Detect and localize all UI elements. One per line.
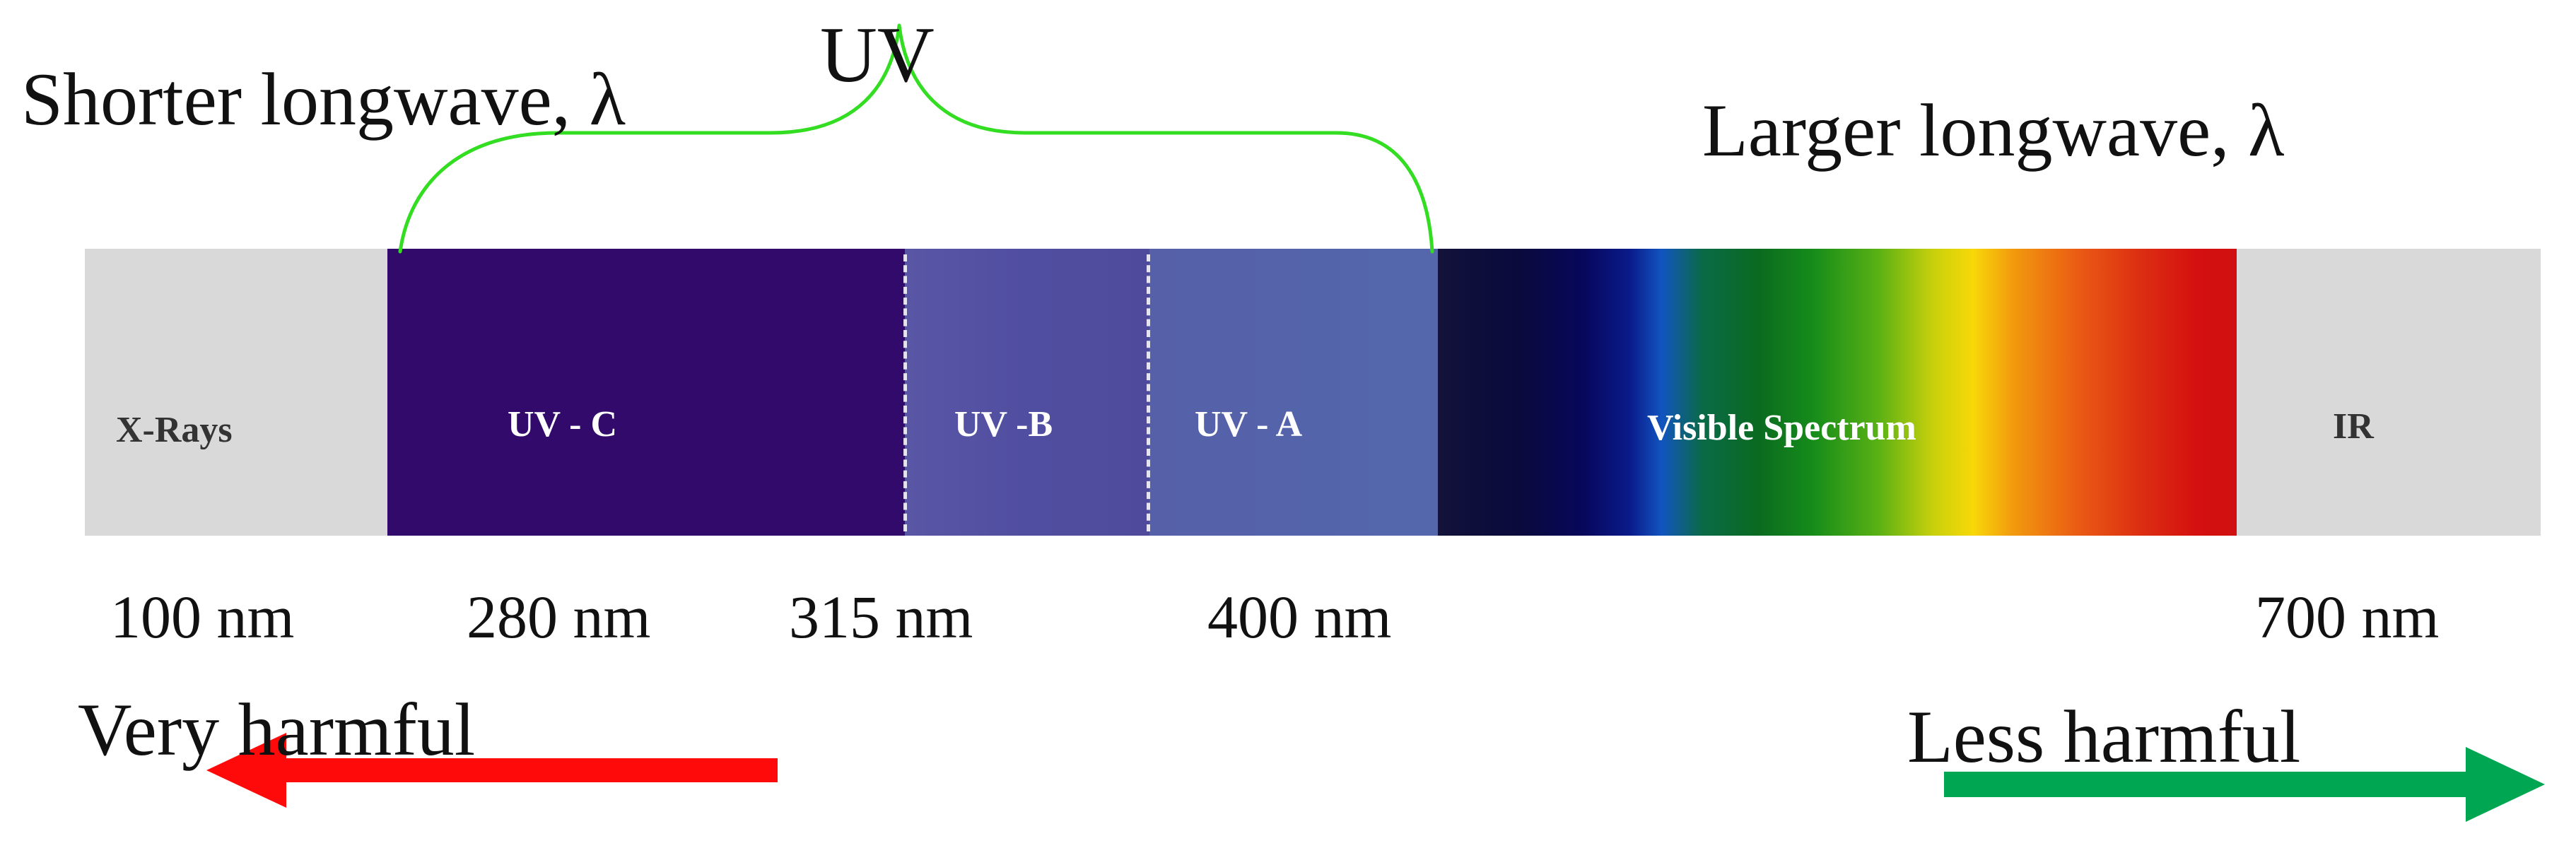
uva-segment — [1149, 249, 1438, 536]
ir-label: IR — [2333, 406, 2374, 447]
xray-label: X-Rays — [116, 410, 233, 450]
uvc-label: UV - C — [508, 404, 618, 444]
visible-spectrum-segment — [1438, 249, 2237, 536]
wavelength-100nm: 100 nm — [110, 583, 295, 651]
wavelength-280nm: 280 nm — [467, 583, 651, 651]
uv-brace-icon — [398, 23, 1434, 254]
wavelength-700nm: 700 nm — [2255, 583, 2440, 651]
xray-segment — [85, 249, 387, 536]
uvb-label: UV -B — [954, 404, 1053, 444]
wavelength-315nm: 315 nm — [789, 583, 973, 651]
very-harmful-label: Very harmful — [78, 688, 476, 771]
uva-label: UV - A — [1195, 404, 1303, 444]
shorter-longwave-caption: Shorter longwave, λ — [21, 58, 626, 141]
ir-segment — [2237, 249, 2541, 536]
uvc-uvb-divider — [903, 254, 907, 531]
uvb-segment — [905, 249, 1149, 536]
very-harmful-arrow-icon — [206, 733, 778, 808]
uvc-segment — [387, 249, 905, 536]
less-harmful-label: Less harmful — [1907, 695, 2301, 778]
less-harmful-arrow-icon — [1944, 747, 2545, 822]
uvb-uva-divider — [1147, 254, 1150, 531]
uv-title: UV — [820, 11, 935, 99]
wavelength-400nm: 400 nm — [1207, 583, 1392, 651]
visible-spectrum-label: Visible Spectrum — [1647, 408, 1916, 448]
larger-longwave-caption: Larger longwave, λ — [1702, 89, 2285, 172]
